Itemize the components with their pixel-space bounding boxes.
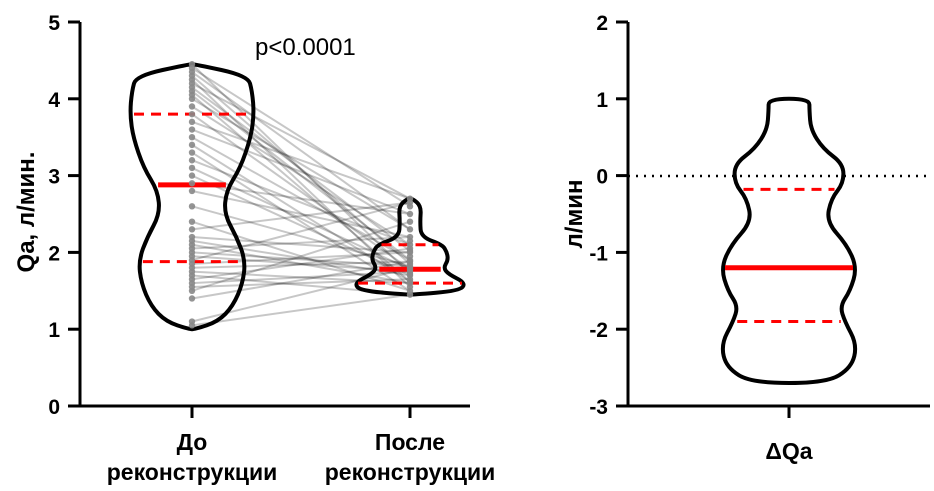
- data-point: [188, 180, 196, 187]
- paired-line: [191, 278, 411, 288]
- paired-line: [191, 220, 411, 292]
- paired-line: [191, 75, 411, 265]
- paired-line: [191, 201, 411, 262]
- right-y-ticks: -3 -2 -1 0 1 2: [589, 12, 628, 419]
- category-label-line: реконструкции: [107, 459, 278, 485]
- left-y-tick-label: 0: [48, 396, 60, 419]
- data-point: [188, 61, 196, 68]
- paired-line: [191, 97, 411, 231]
- left-y-tick-label: 2: [48, 242, 60, 265]
- paired-line: [191, 67, 411, 208]
- p-value-annotation: p<0.0001: [255, 34, 356, 61]
- data-point: [188, 226, 196, 233]
- right-y-tick-label: 2: [596, 12, 608, 35]
- right-violins-group: [720, 96, 858, 385]
- paired-line: [191, 136, 411, 261]
- data-point: [188, 318, 196, 325]
- data-point: [188, 118, 196, 126]
- data-point: [188, 126, 196, 133]
- paired-line: [191, 113, 411, 271]
- data-point: [188, 103, 196, 110]
- left-violins-group: [128, 61, 466, 332]
- data-point: [188, 149, 196, 156]
- left-y-ticks: 0 1 2 3 4 5: [48, 12, 80, 419]
- data-point: [406, 233, 414, 241]
- right-y-tick-label: -2: [589, 319, 608, 342]
- left-y-tick-label: 1: [48, 319, 60, 342]
- paired-line: [191, 189, 411, 239]
- delta-violin-outline: [720, 96, 858, 385]
- data-point: [188, 203, 196, 210]
- paired-line: [191, 105, 411, 246]
- paired-line: [191, 151, 411, 292]
- left-x-ticks: До реконструкции После реконструкции: [107, 406, 496, 485]
- paired-line: [191, 293, 411, 327]
- paired-line: [191, 82, 411, 200]
- right-y-tick-label: 1: [596, 89, 608, 112]
- data-point: [188, 172, 196, 179]
- data-point: [188, 134, 196, 141]
- paired-line: [191, 220, 411, 292]
- data-point: [406, 218, 414, 225]
- data-point: [188, 218, 196, 225]
- category-label-line: реконструкции: [325, 459, 496, 485]
- right-y-axis-title: л/мин: [561, 180, 588, 249]
- paired-line: [191, 63, 411, 275]
- category-label-line: До: [177, 429, 208, 455]
- data-point: [188, 233, 196, 241]
- category-label-line: После: [375, 429, 445, 455]
- right-y-tick-label: -3: [589, 396, 608, 419]
- left-y-axis-title: Qa, л/мин.: [13, 152, 40, 273]
- data-point: [406, 226, 414, 233]
- right-x-axis-title: ΔQa: [765, 438, 812, 464]
- data-point: [188, 295, 196, 302]
- data-point: [406, 195, 414, 202]
- data-point: [188, 141, 196, 149]
- paired-line: [191, 236, 411, 250]
- paired-line: [191, 243, 411, 285]
- data-point: [188, 164, 196, 172]
- data-point: [406, 210, 414, 218]
- paired-line: [191, 90, 411, 261]
- paired-line: [191, 159, 411, 246]
- left-y-tick-label: 3: [48, 166, 60, 189]
- left-violin-panel: 0 1 2 3 4 5 До реконструкции После реконструкции…: [13, 12, 495, 485]
- paired-line: [191, 128, 411, 215]
- data-point: [188, 187, 196, 195]
- right-y-tick-label: 0: [596, 166, 608, 189]
- left-y-tick-label: 5: [48, 12, 60, 35]
- paired-line: [191, 270, 411, 285]
- paired-line: [191, 71, 411, 231]
- left-y-tick-label: 4: [48, 89, 60, 112]
- data-point: [188, 110, 196, 118]
- right-y-tick-label: -1: [589, 242, 608, 265]
- right-violin-panel: -3 -2 -1 0 1 2 л/мин ΔQa: [561, 12, 930, 464]
- paired-line: [191, 120, 411, 200]
- data-point: [188, 157, 196, 164]
